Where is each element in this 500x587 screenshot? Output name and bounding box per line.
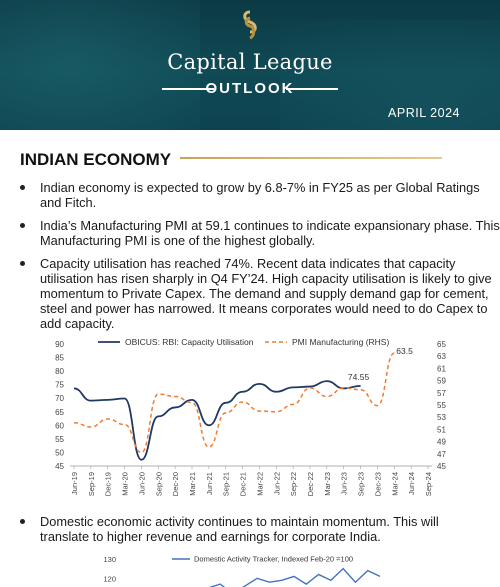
y2-tick-label: 57 [437, 389, 446, 398]
section-title-rule [180, 157, 442, 159]
bullet-dot [20, 223, 25, 228]
activity-tracker-line [208, 567, 381, 587]
y2-tick-label: 47 [437, 450, 446, 459]
brand-name: Capital League [167, 50, 333, 74]
y2-tick-label: 59 [437, 377, 446, 386]
y2-tick-label: 51 [437, 425, 446, 434]
y2-tick-label: 61 [437, 364, 446, 373]
y-tick-label: 50 [55, 448, 64, 457]
y-tick-label: 70 [55, 394, 64, 403]
y-tick-label: 55 [55, 435, 64, 444]
y2-tick-label: 65 [437, 340, 446, 349]
y-tick-label: 85 [55, 354, 64, 363]
outlook-row: OUTLOOK [0, 80, 500, 98]
bullet-text: Domestic economic activity continues to … [40, 514, 439, 544]
bullet-dot [20, 185, 25, 190]
header-glow [0, 0, 200, 130]
x-tick-label: Sep-23 [357, 472, 366, 496]
x-tick-label: Jun-22 [272, 472, 281, 495]
y2-tick-label: 45 [437, 462, 446, 471]
x-tick-label: Mar-22 [255, 472, 264, 496]
x-tick-label: Dec-19 [104, 472, 113, 496]
capacity-pmi-chart: 90 85 80 75 70 65 60 55 50 45 65 63 61 59 57 55 53 51 49 47… [55, 337, 446, 496]
y-tick-label: 130 [103, 555, 116, 564]
bullet-dot [20, 519, 25, 524]
y2-tick-label: 55 [437, 401, 446, 410]
x-tick-label: Mar-23 [323, 472, 332, 496]
header-glow-right [280, 20, 500, 130]
x-tick-label: Sep-24 [424, 472, 433, 496]
y-tick-label: 120 [103, 574, 116, 583]
legend-label-pmi: PMI Manufacturing (RHS) [292, 337, 389, 347]
y-tick-label: 90 [55, 340, 64, 349]
outlook-rule-left [162, 88, 214, 90]
x-tick-label: Mar-20 [121, 472, 130, 496]
y-tick-label: 75 [55, 381, 64, 390]
bullet-text: Indian economy is expected to grow by 6.… [40, 180, 480, 210]
bullet-list: Indian economy is expected to grow by 6.… [20, 180, 500, 339]
x-tick-label: Dec-23 [373, 472, 382, 496]
outlook-label: OUTLOOK [205, 80, 295, 97]
x-tick-label: Sep-19 [87, 472, 96, 496]
outlook-rule-right [286, 88, 338, 90]
report-header: Capital League OUTLOOK APRIL 2024 [0, 0, 500, 130]
x-tick-label: Jun-24 [407, 472, 416, 495]
section-title: INDIAN ECONOMY [20, 150, 172, 169]
capacity-utilisation-line [73, 380, 361, 461]
brand-logo-icon [243, 10, 257, 40]
report-date: APRIL 2024 [388, 106, 460, 120]
bullet-item: Capacity utilisation has reached 74%. Re… [20, 256, 500, 331]
x-tick-label: Jun-19 [70, 472, 79, 495]
x-tick-label: Mar-21 [188, 472, 197, 496]
bullet-text: India’s Manufacturing PMI at 59.1 contin… [40, 218, 500, 248]
legend-label-capacity: OBICUS: RBI: Capacity Utilisation [125, 337, 254, 347]
x-tick-label: Dec-21 [239, 472, 248, 496]
x-tick-label: Sep-22 [289, 472, 298, 496]
y2-tick-label: 63 [437, 352, 446, 361]
y-tick-label: 80 [55, 367, 64, 376]
x-tick-label: Sep-20 [154, 472, 163, 496]
bullet-text: Capacity utilisation has reached 74%. Re… [40, 256, 492, 331]
legend-label-activity: Domestic Activity Tracker, Indexed Feb-2… [194, 555, 353, 564]
x-tick-label: Jun-20 [137, 472, 146, 495]
y2-tick-label: 53 [437, 413, 446, 422]
bullet-dot [20, 261, 25, 266]
x-tick-label: Mar-24 [390, 472, 399, 496]
bullet-item: Indian economy is expected to grow by 6.… [20, 180, 500, 210]
x-tick-label: Sep-21 [222, 472, 231, 496]
x-tick-label: Dec-20 [171, 472, 180, 496]
activity-tracker-chart: 130120110Domestic Activity Tracker, Inde… [103, 555, 381, 587]
annotation-capacity-last: 74.55 [348, 372, 370, 382]
x-tick-label: Jun-21 [205, 472, 214, 495]
bullet-item: India’s Manufacturing PMI at 59.1 contin… [20, 218, 500, 248]
y-tick-label: 60 [55, 421, 64, 430]
y-tick-label: 65 [55, 408, 64, 417]
annotation-pmi-last: 63.5 [396, 346, 413, 356]
pmi-manufacturing-line [73, 352, 395, 454]
x-tick-label: Jun-23 [340, 472, 349, 495]
y2-tick-label: 49 [437, 438, 446, 447]
y-tick-label: 45 [55, 462, 64, 471]
x-tick-label: Dec-22 [306, 472, 315, 496]
bullet-item-activity: Domestic economic activity continues to … [20, 514, 490, 544]
